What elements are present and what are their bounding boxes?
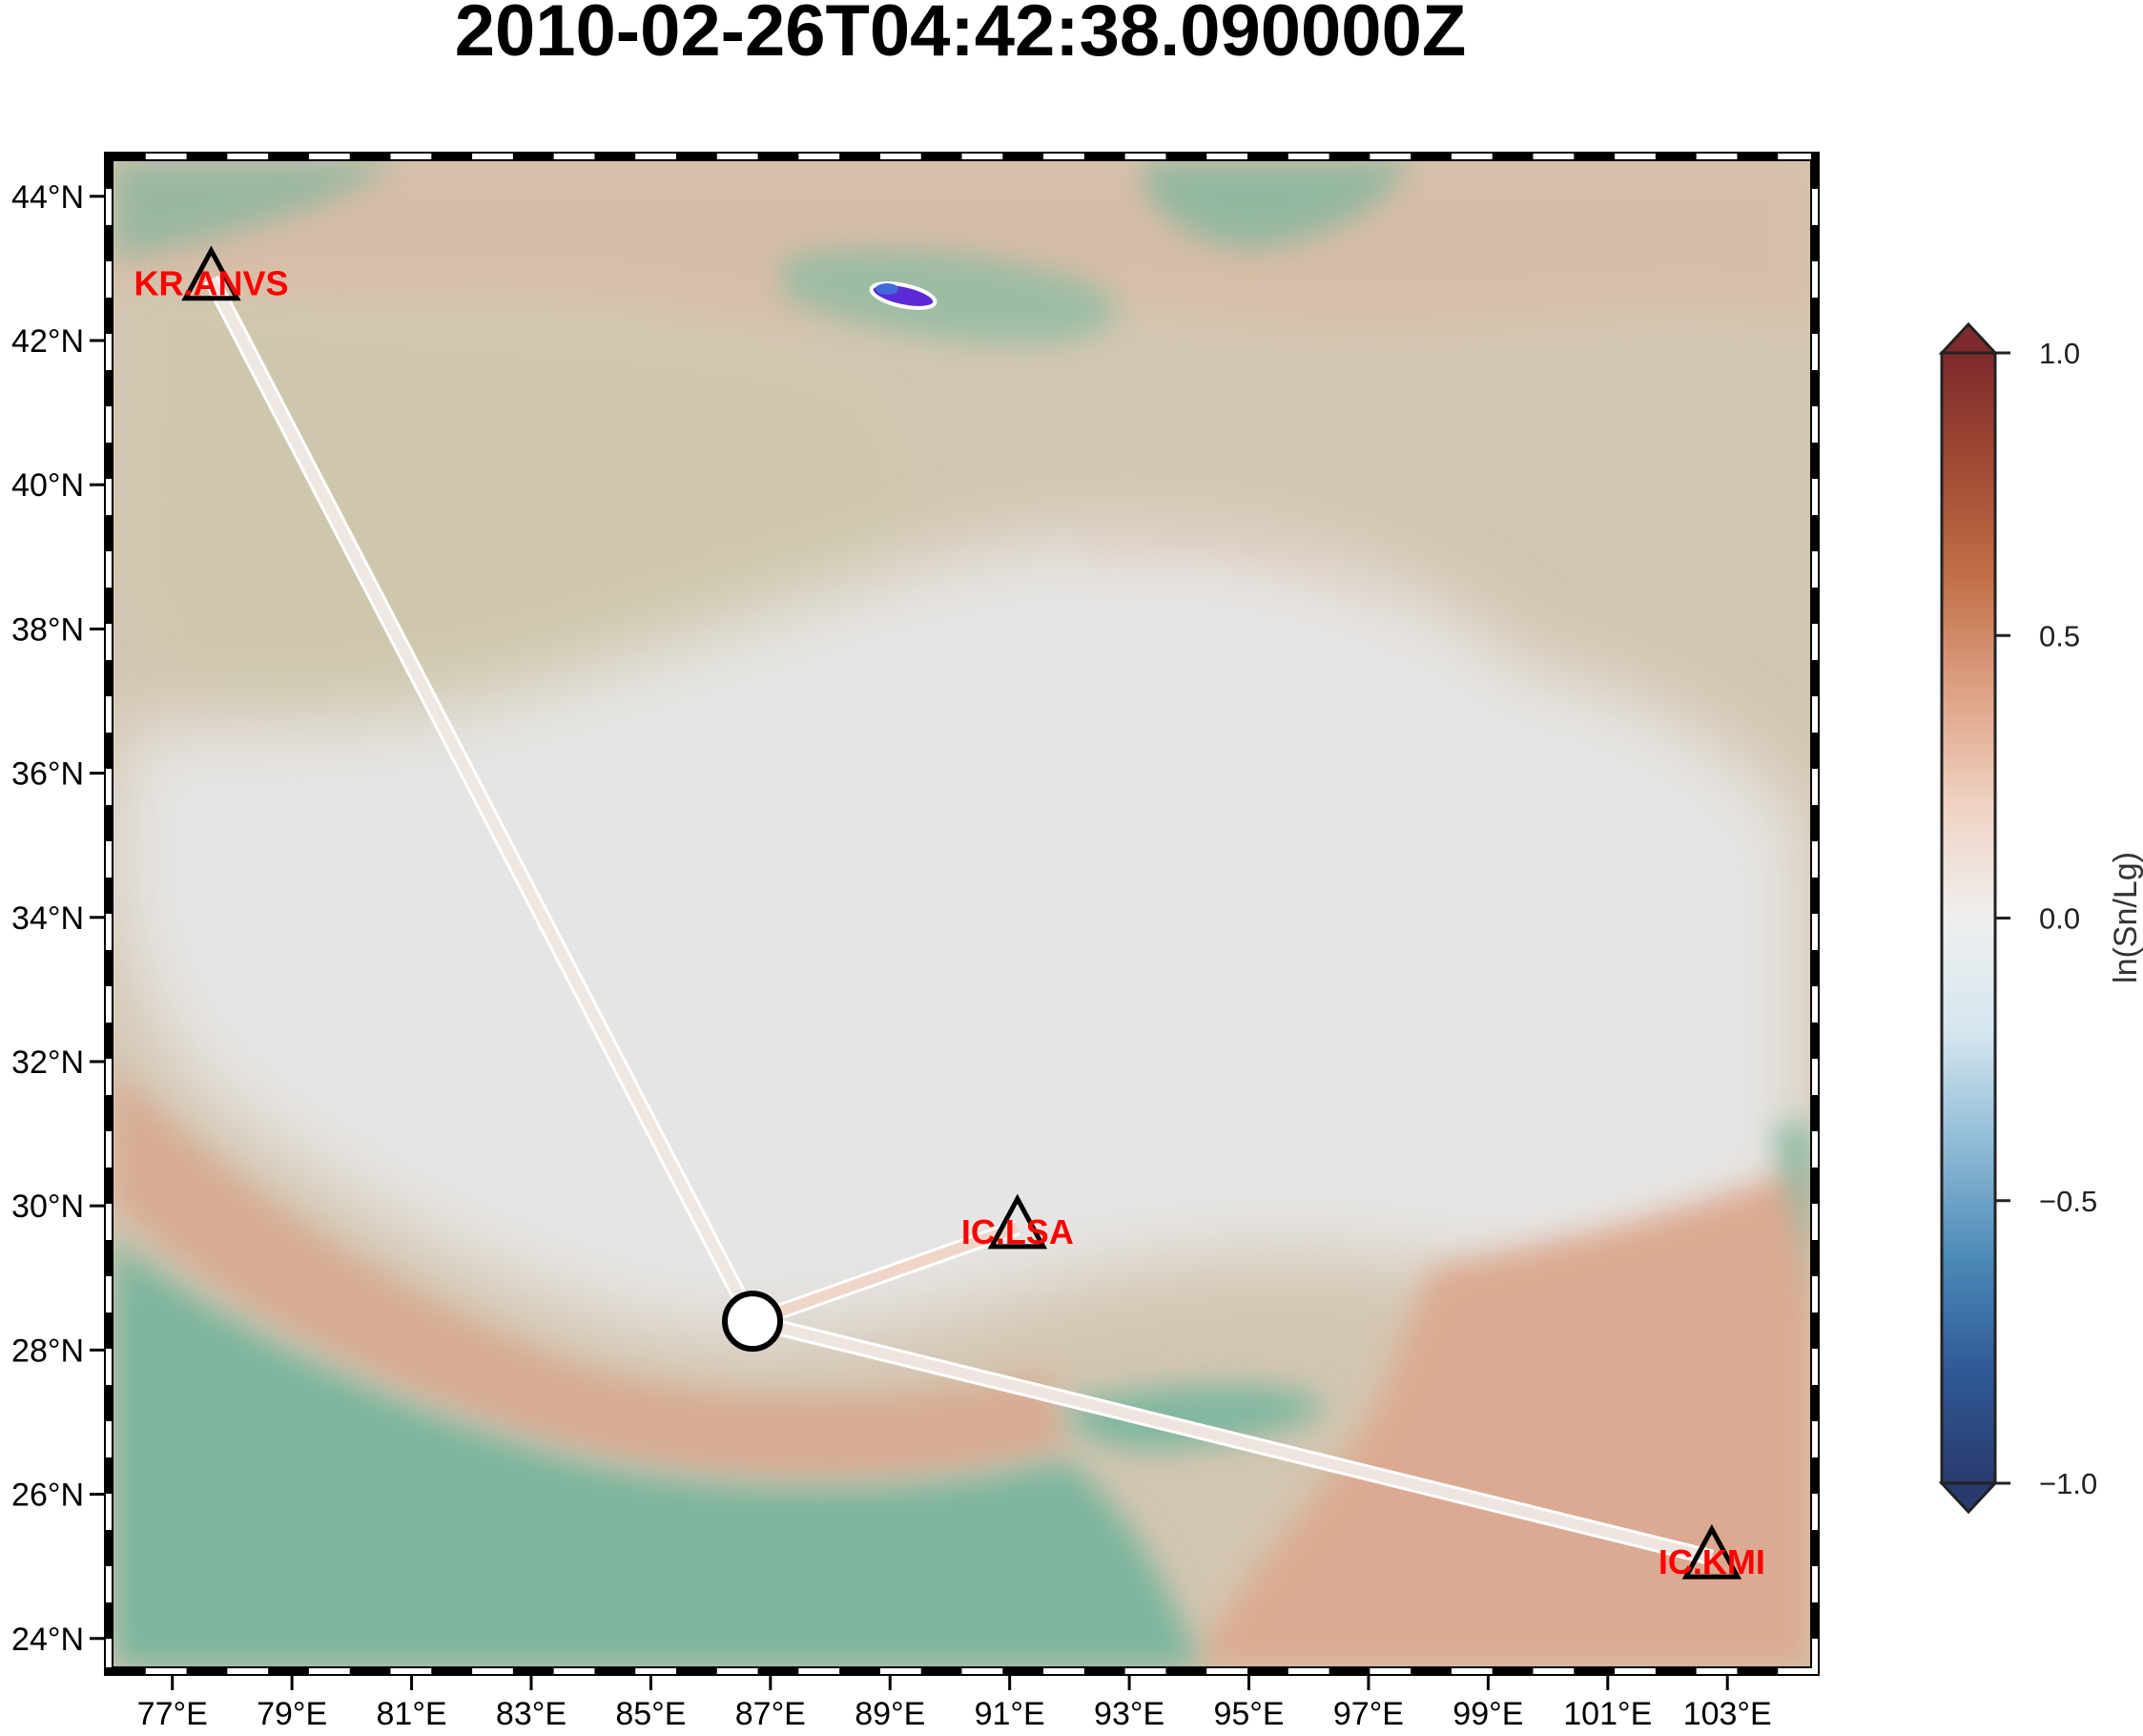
colorbar-tick-label: −1.0 [2039,1467,2097,1500]
colorbar-tick-label: 0.5 [2039,619,2080,652]
triangle-icon [181,245,241,301]
longitude-axis: 77°E 79°E 81°E 83°E 85°E 87°E 89°E 91°E 93°E 95°E… [137,1675,1772,1732]
station-label: IC.KMI [1659,1542,1765,1581]
lon-tick-label: 85°E [615,1696,686,1731]
lat-tick-label: 28°N [11,1333,84,1369]
lon-tick-label: 103°E [1683,1696,1772,1731]
ray-path [751,1222,1020,1327]
lon-tick-label: 99°E [1453,1696,1523,1731]
lon-tick-label: 83°E [496,1696,567,1731]
lat-tick-label: 34°N [11,900,84,937]
lat-tick-label: 36°N [11,756,84,793]
lat-tick-label: 38°N [11,611,84,648]
lat-tick-label: 24°N [11,1622,84,1658]
ray-paths [203,275,1714,1566]
station-marker: KR.ANVS [134,245,288,303]
colorbar-tick-label: 1.0 [2039,337,2080,370]
ray-path [206,277,757,1324]
terrain-relief [113,160,1811,1667]
colorbar-min-triangle [1938,1481,1999,1515]
colorbar-max-triangle [1938,321,1999,355]
lon-tick-label: 93°E [1094,1696,1164,1731]
lon-tick-label: 89°E [855,1696,925,1731]
map-frame [104,152,1820,1676]
lat-tick-label: 44°N [11,179,84,216]
station-marker: IC.LSA [961,1193,1074,1251]
triangle-icon [987,1193,1048,1250]
lat-tick-label: 30°N [11,1188,84,1225]
ray-path [751,1315,1714,1563]
station-marker: IC.KMI [1659,1523,1765,1581]
lon-tick-label: 101°E [1563,1696,1652,1731]
colorbar: 1.0 0.5 0.0 −0.5 −1.0 ln(Sn/Lg) [1938,321,2143,1515]
colorbar-ramp [1940,351,1997,1485]
lon-tick-label: 87°E [735,1696,806,1731]
lon-tick-label: 79°E [257,1696,327,1731]
colorbar-label: ln(Sn/Lg) [2108,852,2143,983]
colorbar-tick-label: −0.5 [2039,1185,2097,1218]
lat-tick-label: 42°N [11,323,84,360]
lat-tick-label: 32°N [11,1044,84,1081]
station-label: IC.LSA [961,1212,1074,1251]
lon-tick-label: 95°E [1213,1696,1284,1731]
lon-tick-label: 81°E [377,1696,447,1731]
markers: KR.ANVS IC.LSA IC.KMI [134,245,1765,1581]
lon-tick-label: 97°E [1333,1696,1404,1731]
latitude-axis: 24°N 26°N 28°N 30°N 32°N 34°N 36°N 38°N 40°N 42°N… [11,179,105,1658]
lon-tick-label: 77°E [137,1696,208,1731]
lon-tick-label: 91°E [975,1696,1045,1731]
triangle-icon [1681,1523,1742,1580]
lat-tick-label: 40°N [11,467,84,504]
colorbar-tick-label: 0.0 [2039,902,2080,936]
station-label: KR.ANVS [134,264,288,303]
event-epicenter-icon [722,1291,784,1353]
lat-tick-label: 26°N [11,1478,84,1514]
map-title: 2010-02-26T04:42:38.090000Z [455,0,1467,72]
